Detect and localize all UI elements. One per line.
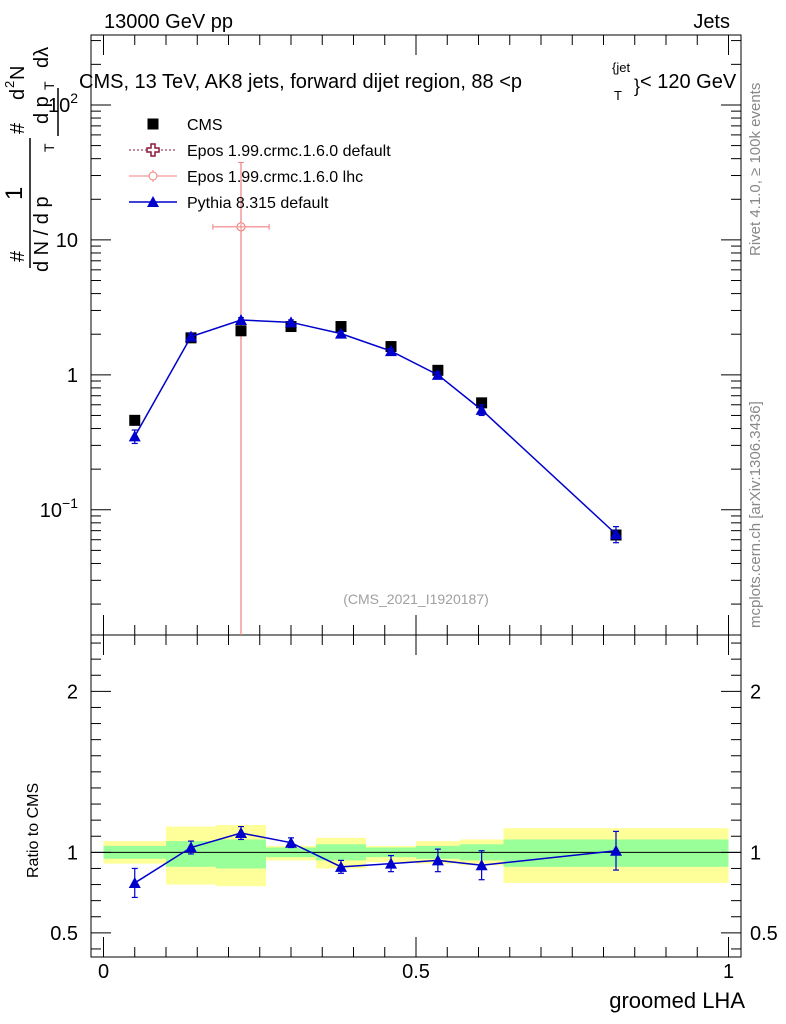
- ratio-series: [128, 825, 622, 899]
- ratio-bands: [103, 824, 729, 887]
- legend-label: Epos 1.99.crmc.1.6.0 default: [187, 143, 391, 160]
- main-series: [128, 161, 622, 635]
- ratio-pythia-point: [431, 854, 444, 866]
- pythia-point: [285, 316, 297, 328]
- y-tick-label-base: 10: [40, 500, 62, 522]
- ylabel-denominator: d N / d p: [31, 196, 53, 272]
- title-sup: {jet: [612, 60, 630, 75]
- y-tick-label: 10−1: [40, 495, 78, 522]
- y-tick-label: 1: [67, 365, 78, 387]
- ylabel-right-top: d: [7, 89, 29, 100]
- x-tick-label: 1: [723, 961, 734, 983]
- ylabel-right-top-sup: 2: [2, 81, 17, 88]
- pythia-point: [185, 330, 197, 342]
- cms-point: [235, 325, 247, 337]
- ratio-pythia-point: [235, 827, 247, 839]
- ratio-panel-frame: [90, 634, 742, 958]
- legend-pythia-marker: [147, 196, 159, 207]
- ratio-pythia-point: [610, 844, 622, 856]
- ratio-pythia-point: [385, 857, 397, 869]
- ratio-y-tick-label: 0.5: [50, 923, 78, 945]
- ratio-pythia-point: [475, 859, 488, 871]
- legend: CMS Epos 1.99.crmc.1.6.0 default Epos 1.99…: [129, 117, 391, 212]
- pythia-point: [431, 368, 444, 380]
- cms-point: [476, 397, 488, 409]
- ratio-pythia-point: [185, 841, 197, 853]
- analysis-watermark: (CMS_2021_I1920187): [343, 591, 489, 607]
- y-tick-label: 10: [56, 230, 78, 252]
- ratio-y-tick-label: 1: [67, 842, 78, 864]
- ratio-ticks: 0.5 0.5 1 1 2 2 0 0.5 1: [50, 642, 778, 983]
- ylabel-right-bottom: dλ: [31, 47, 53, 68]
- ratio-y-tick-label: 2: [67, 681, 78, 703]
- ylabel-mid-hash: #: [7, 122, 29, 134]
- legend-label: Pythia 8.315 default: [187, 195, 329, 212]
- ratio-pythia-point: [285, 836, 297, 848]
- legend-label: CMS: [187, 117, 223, 134]
- y-axis-label: # 1 d N / d p T # d p T d 2 N dλ: [1, 47, 59, 272]
- cms-point: [129, 414, 141, 426]
- legend-cms-marker: [147, 118, 159, 130]
- x-tick-label: 0: [98, 961, 109, 983]
- chart-title: CMS, 13 TeV, AK8 jets, forward dijet reg…: [79, 60, 737, 103]
- pythia-point: [385, 345, 397, 357]
- header-right: Jets: [693, 11, 730, 33]
- ratio-y-tick-label-right: 0.5: [750, 923, 778, 945]
- x-tick-label: 0.5: [402, 961, 430, 983]
- ratio-pythia-point: [128, 876, 141, 888]
- ylabel-right-top-tail: N: [7, 66, 29, 80]
- ylabel-numerator: 1: [1, 187, 28, 200]
- title-main: CMS, 13 TeV, AK8 jets, forward dijet reg…: [79, 71, 522, 93]
- mcplots-credit: mcplots.cern.ch [arXiv:1306.3436]: [747, 401, 764, 628]
- title-sup-close: }: [634, 76, 640, 96]
- y-tick-label-base: 10: [56, 230, 78, 252]
- y-tick-label-base: 10: [48, 95, 70, 117]
- header-left: 13000 GeV pp: [104, 11, 233, 33]
- pythia-point: [610, 528, 622, 540]
- ylabel-hash-left: #: [7, 250, 29, 262]
- ratio-y-tick-label-right: 1: [750, 842, 761, 864]
- y-tick-label-exp: −1: [62, 495, 78, 511]
- ratio-pythia-point: [335, 860, 347, 872]
- pythia-point: [235, 313, 247, 325]
- ylabel-denominator-sub: T: [41, 143, 57, 152]
- ylabel-mid-bottom: d p: [31, 96, 53, 124]
- pythia-point: [128, 430, 141, 442]
- ratio-y-label: Ratio to CMS: [25, 783, 42, 878]
- pythia-line: [134, 319, 617, 535]
- legend-epos-lhc-marker: [148, 171, 158, 181]
- legend-label: Epos 1.99.crmc.1.6.0 lhc: [187, 169, 363, 186]
- svg-text:CMS, 13 TeV, AK8 jets, forward: CMS, 13 TeV, AK8 jets, forward dijet reg…: [79, 71, 522, 93]
- pythia-point: [335, 327, 347, 339]
- x-axis-label: groomed LHA: [609, 988, 745, 1013]
- band-inner: [216, 839, 266, 869]
- ylabel-mid-bottom-sub: T: [41, 81, 57, 90]
- title-sub: T: [614, 88, 622, 103]
- title-tail: < 120 GeV: [640, 71, 737, 93]
- ratio-y-tick-label-right: 2: [750, 681, 761, 703]
- rivet-version: Rivet 4.1.0, ≥ 100k events: [747, 83, 764, 256]
- y-tick-label-base: 1: [67, 365, 78, 387]
- pythia-point: [475, 403, 488, 415]
- legend-epos-default-marker: [146, 143, 160, 157]
- cms-point: [335, 321, 347, 333]
- y-tick-label: 102: [48, 90, 78, 117]
- y-tick-label-exp: 2: [70, 90, 78, 106]
